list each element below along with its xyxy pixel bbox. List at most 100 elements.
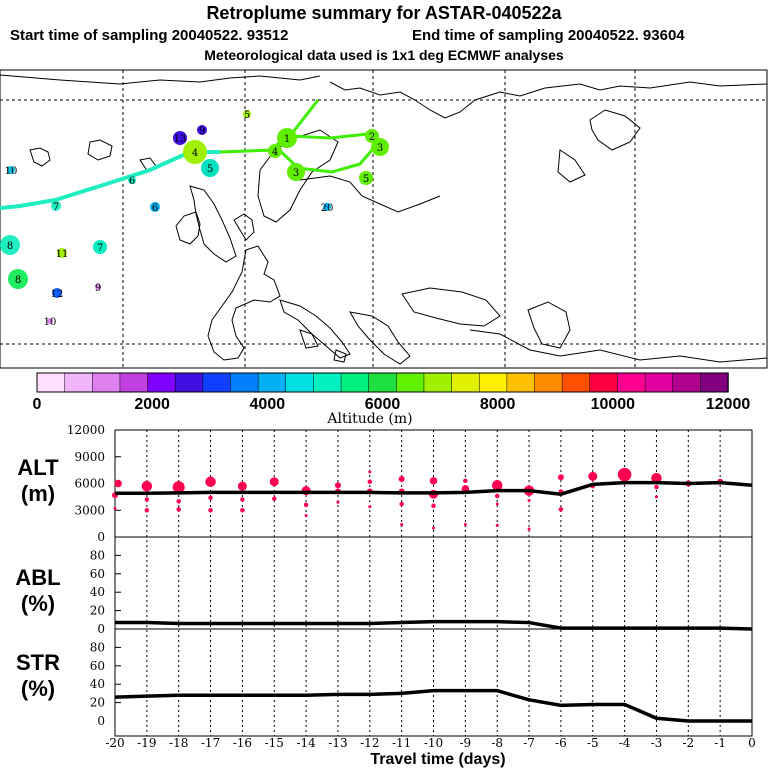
time-panels: ALT (m) ABL (%) STR (%) 1200090006000300… [15,423,755,768]
map-marker [277,128,297,148]
colorbar-cell [700,372,729,393]
map-marker-label: 1 [284,134,290,145]
colorbar-cell [451,372,480,393]
colorbar-cell [119,372,149,393]
map-marker [183,140,207,164]
alt-label-2: (m) [21,481,55,506]
str-series-line [114,688,752,723]
colorbar-cell [478,372,508,393]
map-marker-label: 7 [53,202,59,213]
x-tick-label: -20 [105,736,124,750]
alt-cluster-point [527,527,531,531]
colorbar-cell [92,372,121,393]
map-marker-label: 5 [244,110,250,121]
y-tick-label: 6000 [74,477,105,491]
map-marker-label: 5 [363,174,369,185]
x-tick-label: -10 [424,736,443,750]
x-tick-label: -7 [523,736,535,750]
alt-cluster-point [144,497,150,502]
colorbar-cell [202,372,232,393]
alt-panel: 12000 9000 6000 3000 0 [67,423,753,544]
colorbar-cell [423,372,453,393]
colorbar-tick-label: 6000 [365,396,401,413]
alt-cluster-point [368,505,372,509]
y-tick-label: 12000 [67,423,105,437]
alt-cluster-point [172,481,185,494]
map-marker [0,235,20,255]
colorbar-cell [589,372,619,393]
map-marker [268,144,282,158]
map-marker [51,201,61,211]
alt-cluster-point [654,484,659,490]
y-tick-label: 0 [97,530,105,544]
map-marker-label: 20 [321,203,334,214]
map-marker-label: 2 [369,132,375,143]
abl-label-2: (%) [21,591,55,616]
map-marker-label: 4 [272,147,278,158]
y-tick-label: 80 [90,548,105,562]
x-tick-label: -6 [555,736,567,750]
alt-label-1: ALT [17,455,59,480]
colorbar-cell [64,372,94,393]
x-tick-label: -5 [587,736,599,750]
y-tick-label: 0 [97,714,105,728]
colorbar-ticks: 0 2000 4000 6000 8000 10000 12000 [33,396,751,413]
colorbar-tick-label: 2000 [134,396,170,413]
alt-cluster-point [334,482,341,489]
map-marker-label: 10 [5,166,18,177]
alt-cluster-point [463,523,467,527]
alt-cluster-point [303,502,309,508]
map-marker-label: 13 [174,134,187,145]
colorbar-tick-label: 0 [33,396,42,413]
x-tick-label: -12 [360,736,379,750]
colorbar-tick-label: 10000 [591,396,636,413]
map-marker [7,166,15,174]
y-tick-label: 60 [90,659,105,673]
colorbar-cell [644,372,674,393]
map-marker-label: 3 [293,168,299,179]
alt-cluster-point [432,526,435,530]
alt-cluster-point [336,500,340,504]
alt-cluster-point [494,493,500,499]
y-tick-label: 40 [90,585,105,599]
map-marker [359,171,373,185]
alt-cluster-point [272,496,277,501]
alt-cluster-point [527,498,531,502]
colorbar-cell [368,372,398,393]
colorbar-cell [36,372,66,393]
x-tick-label: -13 [328,736,347,750]
x-tick-label: -2 [682,736,694,750]
colorbar: 0 2000 4000 6000 8000 10000 12000 Altitude (m) [33,372,751,427]
x-tick-label: -16 [233,736,252,750]
abl-label-1: ABL [15,565,60,590]
map-marker [323,203,331,211]
x-tick-label: -3 [651,736,663,750]
map-marker-label: 12 [51,289,64,300]
map-frame [0,69,768,369]
x-axis-label: Travel time (days) [370,751,505,768]
end-time-label: End time of sampling 20040522. 93604 [412,27,685,44]
x-tick-label: -11 [392,736,411,750]
alt-cluster-point [399,501,404,507]
colorbar-cell [617,372,646,393]
colorbar-cell [534,372,563,393]
map-marker-label: 4 [192,148,198,159]
map-marker [287,163,305,181]
colorbar-tick-label: 4000 [250,396,286,413]
y-tick-label: 20 [90,604,105,618]
map-marker-label: 8 [15,275,21,286]
map-marker [52,288,62,298]
map-marker-label: 8 [7,241,13,252]
colorbar-tick-label: 12000 [706,396,751,413]
map-marker [243,110,251,118]
alt-cluster-point [176,499,181,504]
colorbar-cell [506,372,536,393]
colorbar-cell [561,372,591,393]
str-label-2: (%) [21,676,55,701]
map-marker-label: 10 [44,317,57,328]
map-marker-label: 7 [97,243,103,254]
alt-cluster-point [176,507,181,512]
colorbar-tick-label: 8000 [480,396,516,413]
alt-cluster-point [557,474,564,481]
